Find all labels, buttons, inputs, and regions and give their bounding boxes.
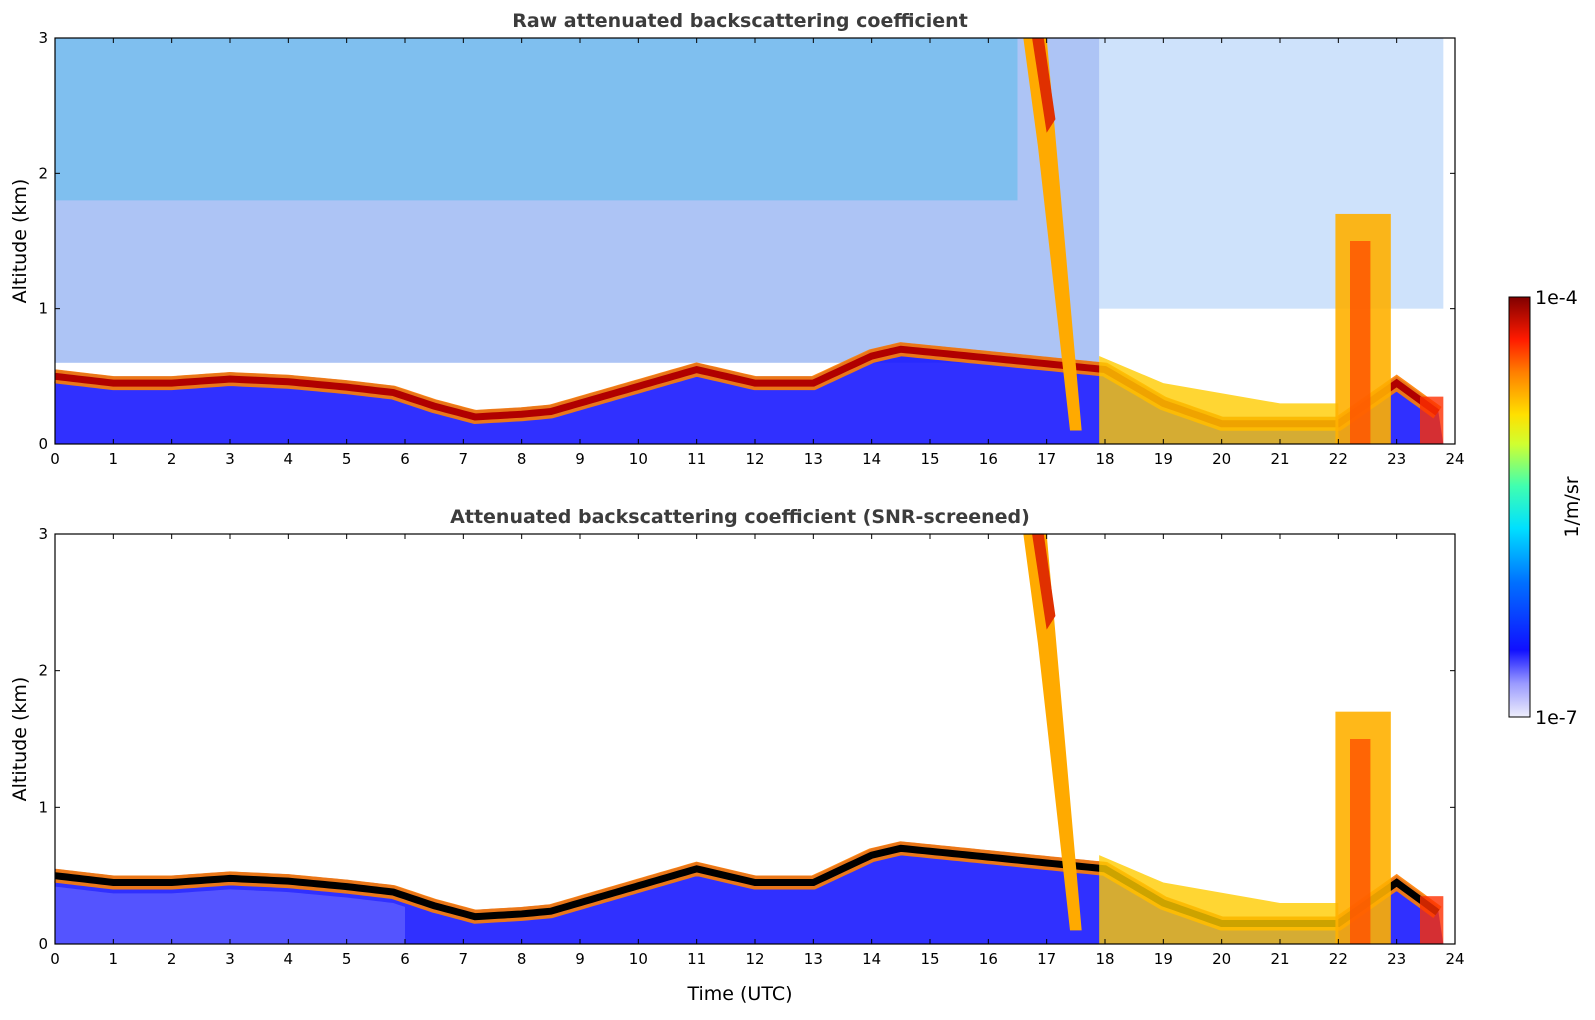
x-tick-label: 3 xyxy=(225,950,235,968)
x-tick-label: 0 xyxy=(50,450,60,468)
bottom-panel-title: Attenuated backscattering coefficient (S… xyxy=(450,506,1030,528)
noise-field-upper xyxy=(55,38,1018,201)
colorbar-min-label: 1e-7 xyxy=(1535,707,1578,729)
x-tick-label: 15 xyxy=(920,950,939,968)
x-tick-label: 17 xyxy=(1037,950,1056,968)
colorbar: 1e-4 1e-7 1/m/sr xyxy=(1508,287,1583,729)
x-tick-label: 8 xyxy=(517,450,527,468)
x-tick-label: 22 xyxy=(1329,950,1348,968)
x-tick-label: 1 xyxy=(109,950,119,968)
x-tick-label: 6 xyxy=(400,450,410,468)
x-tick-label: 19 xyxy=(1154,450,1173,468)
x-tick-label: 11 xyxy=(687,950,706,968)
y-tick-label: 2 xyxy=(38,662,48,680)
y-tick-label: 0 xyxy=(38,935,48,953)
x-tick-label: 20 xyxy=(1212,950,1231,968)
x-tick-label: 13 xyxy=(804,450,823,468)
x-tick-label: 22 xyxy=(1329,450,1348,468)
x-tick-label: 11 xyxy=(687,450,706,468)
x-tick-label: 21 xyxy=(1270,950,1289,968)
x-tick-label: 9 xyxy=(575,450,585,468)
precip-column-core xyxy=(1350,241,1371,444)
x-tick-label: 2 xyxy=(167,450,177,468)
x-tick-label: 18 xyxy=(1095,950,1114,968)
x-tick-label: 0 xyxy=(50,950,60,968)
x-tick-label: 15 xyxy=(920,450,939,468)
top-panel-title: Raw attenuated backscattering coefficien… xyxy=(512,10,968,32)
y-tick-label: 3 xyxy=(38,29,48,47)
x-tick-label: 19 xyxy=(1154,950,1173,968)
x-tick-label: 13 xyxy=(804,950,823,968)
x-tick-label: 18 xyxy=(1095,450,1114,468)
x-tick-label: 1 xyxy=(109,450,119,468)
descending-cloud-core xyxy=(1032,38,1056,133)
y-tick-label: 1 xyxy=(38,300,48,318)
bottom-panel: Attenuated backscattering coefficient (S… xyxy=(9,506,1465,1005)
x-axis-label: Time (UTC) xyxy=(686,983,792,1005)
end-layer xyxy=(1420,896,1444,944)
x-tick-label: 6 xyxy=(400,950,410,968)
x-tick-label: 5 xyxy=(342,950,352,968)
x-tick-label: 16 xyxy=(979,950,998,968)
noise-field xyxy=(55,38,1100,363)
x-tick-label: 16 xyxy=(979,450,998,468)
x-tick-label: 21 xyxy=(1270,450,1289,468)
bottom-y-axis-label: Altitude (km) xyxy=(9,677,31,802)
x-tick-label: 7 xyxy=(459,950,469,968)
x-tick-label: 20 xyxy=(1212,450,1231,468)
x-tick-label: 8 xyxy=(517,950,527,968)
x-tick-label: 9 xyxy=(575,950,585,968)
bottom-axis-ticks: 0 1 2 3 4 5 6 7 8 9 10 11 12 13 14 15 16 17 18 19 20 21 22 23 24… xyxy=(38,525,1464,968)
x-tick-label: 12 xyxy=(745,950,764,968)
lower-layer xyxy=(55,886,405,944)
end-layer xyxy=(1420,396,1444,444)
x-tick-label: 23 xyxy=(1387,950,1406,968)
top-axis-ticks: 0 1 2 3 4 5 6 7 8 9 10 11 12 13 14 15 16 17 18 19 20 21 22 23 24… xyxy=(38,29,1464,468)
colorbar-unit-label: 1/m/sr xyxy=(1561,476,1583,537)
x-tick-label: 4 xyxy=(284,950,294,968)
lower-right-layer xyxy=(1099,356,1339,444)
top-panel: Raw attenuated backscattering coefficien… xyxy=(9,10,1465,468)
x-tick-label: 23 xyxy=(1387,450,1406,468)
y-tick-label: 1 xyxy=(38,798,48,816)
x-tick-label: 24 xyxy=(1445,950,1464,968)
colorbar-max-label: 1e-4 xyxy=(1535,287,1578,309)
y-tick-label: 3 xyxy=(38,525,48,543)
x-tick-label: 10 xyxy=(629,950,648,968)
x-tick-label: 2 xyxy=(167,950,177,968)
x-tick-label: 7 xyxy=(459,450,469,468)
noise-field-right xyxy=(1099,38,1444,309)
top-y-axis-label: Altitude (km) xyxy=(9,179,31,304)
y-tick-label: 0 xyxy=(38,435,48,453)
x-tick-label: 14 xyxy=(862,950,881,968)
x-tick-label: 24 xyxy=(1445,450,1464,468)
x-tick-label: 14 xyxy=(862,450,881,468)
descending-cloud-halo xyxy=(1023,534,1082,931)
x-tick-label: 5 xyxy=(342,450,352,468)
lower-right-layer xyxy=(1099,855,1339,944)
y-tick-label: 2 xyxy=(38,164,48,182)
descending-cloud-core xyxy=(1032,534,1056,630)
x-tick-label: 4 xyxy=(284,450,294,468)
top-plot-area xyxy=(54,38,1455,444)
descending-cloud-halo xyxy=(1023,38,1082,431)
x-tick-label: 10 xyxy=(629,450,648,468)
colorbar-gradient xyxy=(1508,296,1531,718)
bottom-plot-area xyxy=(54,534,1444,944)
x-tick-label: 12 xyxy=(745,450,764,468)
x-tick-label: 3 xyxy=(225,450,235,468)
precip-column-core xyxy=(1350,739,1371,944)
x-tick-label: 17 xyxy=(1037,450,1056,468)
